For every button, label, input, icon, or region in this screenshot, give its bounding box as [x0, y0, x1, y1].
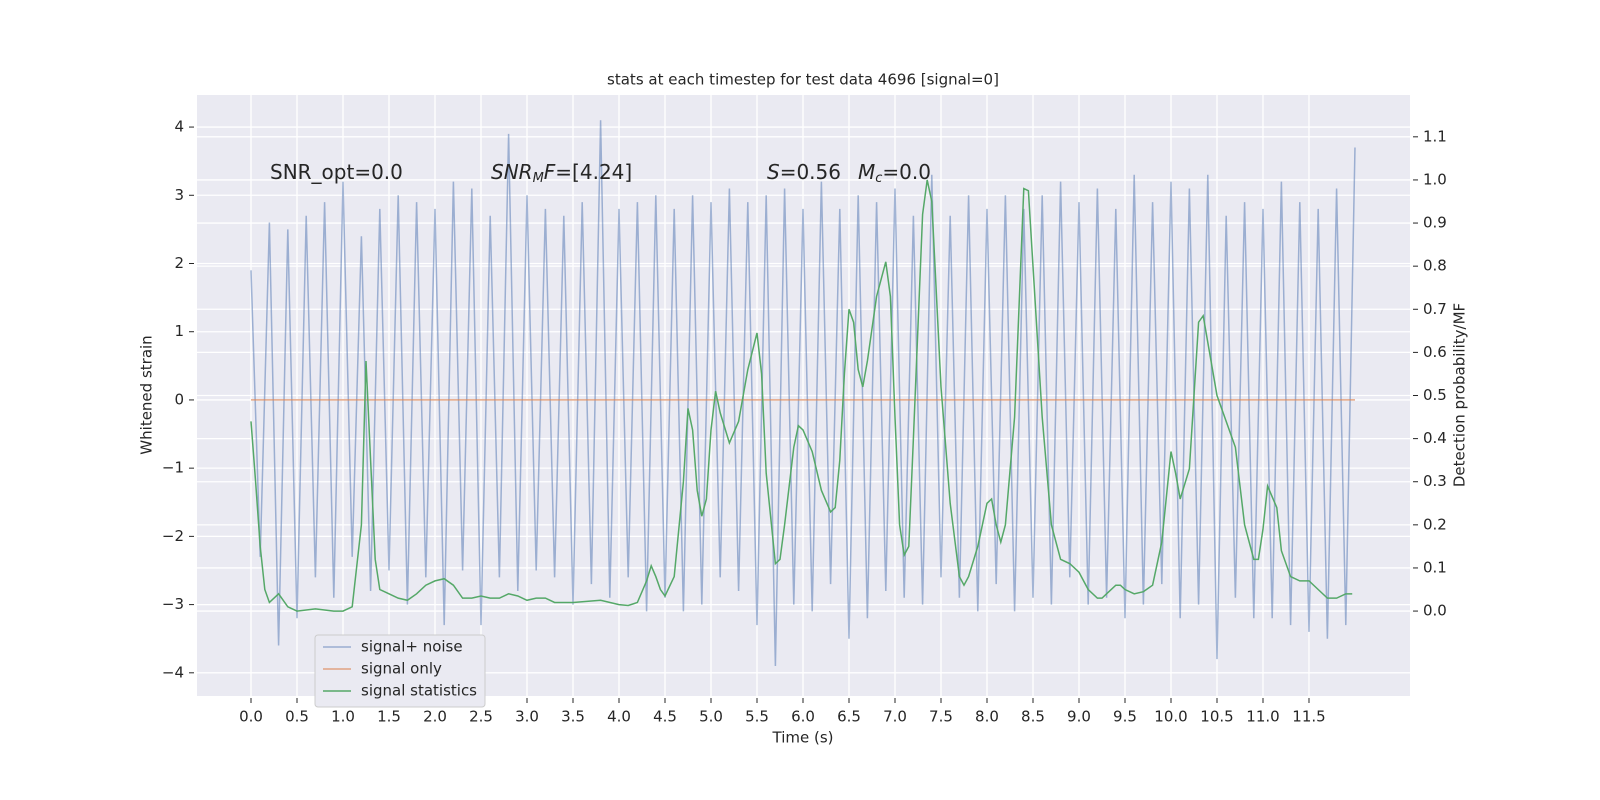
y2-tick-label: 0.1	[1423, 558, 1447, 576]
y-tick-label: 4	[174, 118, 184, 136]
series-line	[250, 120, 1356, 666]
x-tick-label: 3.0	[515, 708, 539, 726]
y2-tick-label: 1.1	[1423, 127, 1447, 145]
x-tick-label: 1.0	[331, 708, 355, 726]
x-axis-label: Time (s)	[772, 729, 834, 747]
x-tick-label: 1.5	[377, 708, 401, 726]
y-tick-label: 1	[174, 322, 184, 340]
legend: signal+ noise signal only signal statistic…	[314, 634, 486, 708]
annotation: SNRMF=[4.24]	[491, 160, 632, 186]
annotation-part: =[4.24]	[555, 160, 632, 184]
x-tick-label: 5.5	[745, 708, 769, 726]
y2-tick-label: 0.4	[1423, 429, 1447, 447]
x-tick-label: 6.5	[837, 708, 861, 726]
y-tick-label: 0	[174, 390, 184, 408]
annotation-part: M	[858, 160, 875, 184]
x-tick-label: 9.5	[1113, 708, 1137, 726]
annotation-part: SNR_opt=0.0	[270, 160, 403, 184]
y2-tick-label: 0.6	[1423, 343, 1447, 361]
y-tick-label: 2	[174, 254, 184, 272]
y2-tick-label: 0.5	[1423, 386, 1447, 404]
y-tick-label: −2	[162, 527, 184, 545]
x-tick-label: 4.0	[607, 708, 631, 726]
y-tick-label: −4	[162, 663, 184, 681]
x-tick-label: 7.0	[883, 708, 907, 726]
x-tick-label: 8.0	[975, 708, 999, 726]
x-tick-label: 3.5	[561, 708, 585, 726]
x-tick-label: 7.5	[929, 708, 953, 726]
legend-label: signal+ noise	[361, 638, 463, 656]
y2-tick-label: 0.9	[1423, 214, 1447, 232]
x-tick-label: 10.5	[1200, 708, 1233, 726]
series-line	[250, 179, 1353, 612]
x-tick-label: 2.0	[423, 708, 447, 726]
x-tick-label: 10.0	[1154, 708, 1187, 726]
chart-title: stats at each timestep for test data 469…	[607, 71, 999, 89]
annotation-part: M	[533, 171, 544, 186]
x-tick-label: 11.5	[1292, 708, 1325, 726]
y2-tick-label: 0.3	[1423, 472, 1447, 490]
annotation-part: F	[544, 160, 556, 184]
x-tick-label: 2.5	[469, 708, 493, 726]
legend-label: signal statistics	[361, 682, 477, 700]
x-tick-label: 5.0	[699, 708, 723, 726]
y2-tick-label: 0.8	[1423, 257, 1447, 275]
x-tick-label: 0.5	[285, 708, 309, 726]
y-tick-label: −3	[162, 595, 184, 613]
x-tick-label: 4.5	[653, 708, 677, 726]
legend-box	[314, 634, 486, 708]
annotation-part: =0.0	[882, 160, 931, 184]
annotation-part: S	[767, 160, 780, 184]
y-axis-label: Whitened strain	[138, 335, 156, 454]
annotation-part: c	[875, 171, 882, 186]
annotation-part: =0.56	[780, 160, 841, 184]
y2-tick-label: 0.7	[1423, 300, 1447, 318]
annotation: SNR_opt=0.0	[270, 160, 403, 184]
x-tick-label: 9.0	[1067, 708, 1091, 726]
y2-tick-label: 0.2	[1423, 515, 1447, 533]
x-tick-label: 8.5	[1021, 708, 1045, 726]
annotation: Mc=0.0	[858, 160, 931, 186]
y2-axis-label: Detection probability/MF	[1451, 303, 1469, 487]
x-tick-label: 6.0	[791, 708, 815, 726]
y-tick-label: 3	[174, 186, 184, 204]
x-tick-label: 0.0	[239, 708, 263, 726]
legend-label: signal only	[361, 660, 442, 678]
annotation: S=0.56	[767, 160, 841, 184]
y2-tick-label: 0.0	[1423, 602, 1447, 620]
y-tick-label: −1	[162, 459, 184, 477]
y2-tick-label: 1.0	[1423, 170, 1447, 188]
x-tick-label: 11.0	[1246, 708, 1279, 726]
annotation-part: SNR	[491, 160, 533, 184]
